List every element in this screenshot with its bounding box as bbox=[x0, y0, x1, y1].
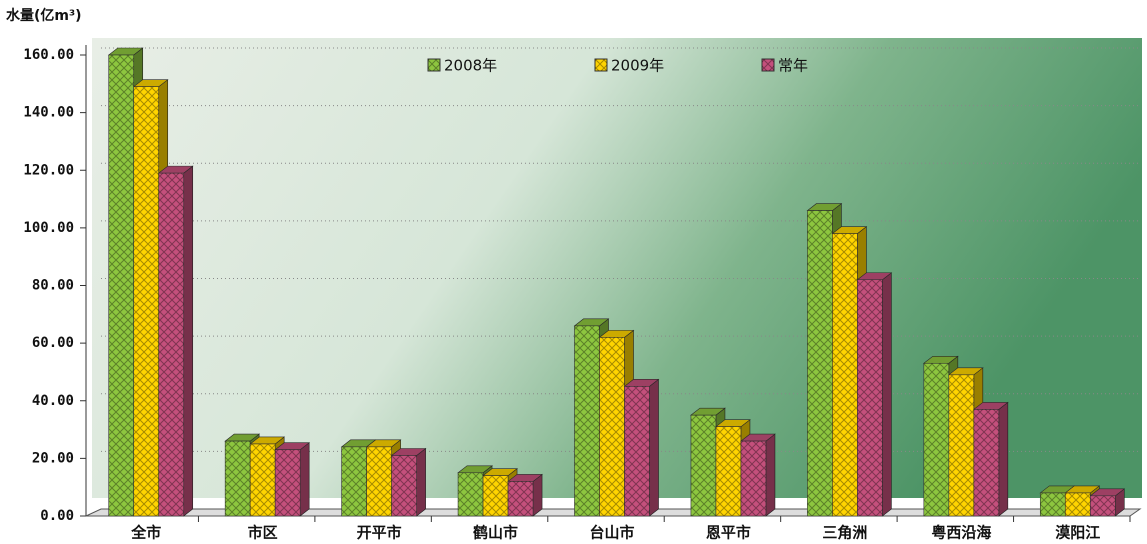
legend-hatch bbox=[595, 59, 607, 71]
bar-hatch bbox=[108, 55, 134, 516]
bar-hatch bbox=[923, 363, 949, 516]
bar-hatch bbox=[366, 446, 392, 516]
y-tick-label: 40.00 bbox=[32, 393, 74, 409]
bar-hatch bbox=[599, 337, 625, 516]
bar-hatch bbox=[807, 210, 833, 516]
y-tick-label: 0.00 bbox=[40, 508, 74, 524]
bar-hatch bbox=[225, 441, 251, 516]
bar-hatch bbox=[948, 374, 974, 516]
bar-hatch bbox=[158, 173, 184, 516]
x-tick-label: 开平市 bbox=[357, 524, 402, 542]
bar-hatch bbox=[391, 455, 417, 516]
bar-side bbox=[416, 447, 426, 517]
legend-hatch bbox=[428, 59, 440, 71]
bar-hatch bbox=[508, 481, 534, 516]
bar-hatch bbox=[1040, 492, 1066, 516]
bar-hatch bbox=[275, 449, 301, 516]
bar-side bbox=[299, 442, 310, 517]
bar-side bbox=[765, 433, 776, 517]
legend-hatch bbox=[762, 59, 774, 71]
legend-label: 2008年 bbox=[444, 57, 497, 75]
y-tick-label: 60.00 bbox=[32, 335, 74, 351]
bar-side bbox=[183, 165, 194, 517]
bar-hatch bbox=[857, 279, 883, 516]
bar-hatch bbox=[832, 233, 858, 516]
bar-side bbox=[882, 272, 892, 517]
bar-hatch bbox=[1065, 492, 1091, 516]
bar-hatch bbox=[483, 475, 509, 516]
bar-hatch bbox=[624, 386, 650, 516]
x-tick-label: 台山市 bbox=[589, 524, 634, 542]
bar-hatch bbox=[715, 426, 741, 516]
y-tick-label: 120.00 bbox=[23, 162, 74, 178]
bar-hatch bbox=[690, 415, 716, 516]
bar-hatch bbox=[341, 446, 367, 516]
bar-hatch bbox=[1090, 495, 1116, 516]
bar-hatch bbox=[133, 86, 159, 516]
y-tick-label: 80.00 bbox=[32, 278, 74, 294]
y-axis-title: 水量(亿m³) bbox=[6, 7, 82, 24]
y-tick-label: 140.00 bbox=[23, 105, 74, 121]
y-tick-label: 160.00 bbox=[23, 47, 74, 63]
x-tick-label: 恩平市 bbox=[706, 524, 751, 542]
y-tick-label: 20.00 bbox=[32, 450, 74, 466]
x-tick-label: 三角洲 bbox=[822, 524, 867, 542]
bar-hatch bbox=[973, 409, 999, 516]
x-tick-label: 粤西沿海 bbox=[931, 524, 991, 542]
bar-side bbox=[998, 401, 1009, 517]
x-tick-label: 市区 bbox=[248, 524, 278, 542]
legend-label: 常年 bbox=[778, 57, 808, 75]
x-tick-label: 漠阳江 bbox=[1055, 524, 1100, 542]
legend-label: 2009年 bbox=[611, 57, 664, 75]
bar-hatch bbox=[250, 443, 276, 516]
bar-side bbox=[649, 378, 659, 517]
bar-hatch bbox=[574, 325, 600, 516]
x-tick-label: 鹤山市 bbox=[473, 524, 518, 542]
y-tick-label: 100.00 bbox=[23, 220, 74, 236]
x-tick-label: 全市 bbox=[130, 524, 161, 542]
bar-hatch bbox=[740, 441, 766, 516]
bar-hatch bbox=[458, 472, 484, 516]
